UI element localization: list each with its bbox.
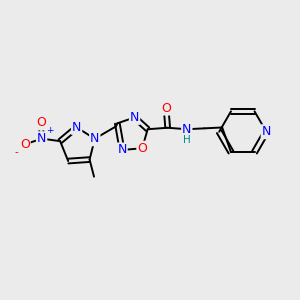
- Text: -: -: [14, 147, 18, 158]
- Text: O: O: [20, 138, 30, 151]
- Text: N: N: [72, 121, 81, 134]
- Text: +: +: [46, 126, 54, 135]
- Text: N: N: [182, 123, 191, 136]
- Text: N: N: [37, 132, 46, 145]
- Text: N: N: [262, 125, 271, 138]
- Text: O: O: [137, 142, 147, 155]
- Text: N: N: [130, 111, 139, 124]
- Text: N: N: [117, 143, 127, 157]
- Text: O: O: [36, 116, 46, 129]
- Text: N: N: [90, 132, 100, 145]
- Text: H: H: [183, 135, 191, 146]
- Text: O: O: [161, 101, 171, 115]
